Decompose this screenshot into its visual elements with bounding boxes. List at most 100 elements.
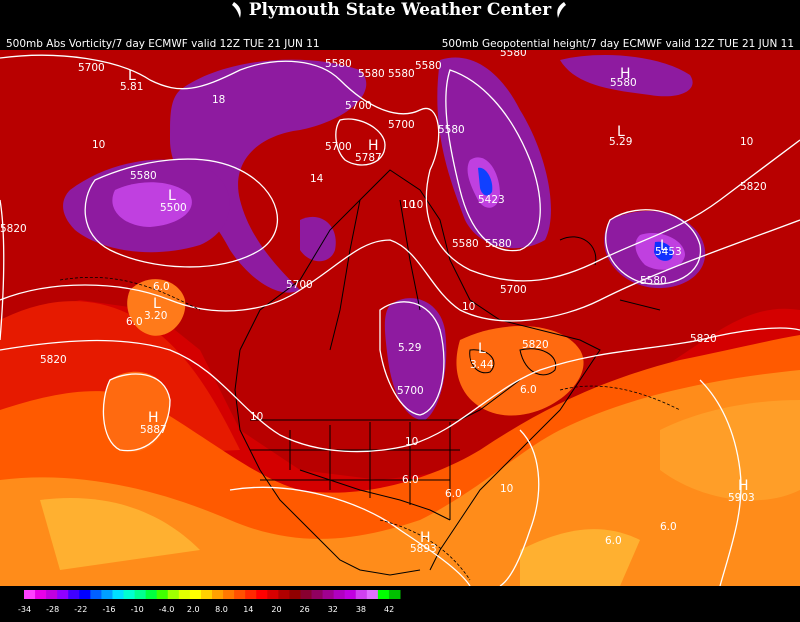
east-canada-coast — [559, 236, 661, 311]
colorbar-swatch — [57, 590, 69, 599]
low-marker-lakes: L — [478, 341, 486, 357]
colorbar-swatch — [377, 590, 390, 599]
vort-label: 6.0 — [660, 521, 677, 533]
colorbar-swatch — [79, 590, 91, 599]
colorbar-tick-label: 42 — [384, 605, 394, 614]
contour-5580-pacific — [84, 158, 279, 268]
vort-label: 10 — [405, 436, 418, 448]
vort-contour-2 — [559, 385, 681, 411]
colorbar-swatch — [234, 590, 246, 599]
vort-label: 6.0 — [153, 281, 170, 293]
high-marker-greenland: H — [620, 66, 631, 82]
height-label: 5700 — [325, 141, 352, 153]
height-label: 5700 — [397, 385, 424, 397]
vort-max-hudson-blue — [478, 167, 493, 196]
low-marker-pacific: L — [168, 188, 176, 204]
height-label: 5820 — [0, 223, 27, 235]
vort-region-yellow-pacific — [40, 498, 200, 570]
great-lakes — [469, 348, 557, 376]
weather-map: H 5787 H 5887 H 5893 H 5903 H L 5.81 L 5… — [0, 50, 800, 586]
colorbar-tick-label: -34 — [18, 605, 31, 614]
vort-label: 6.0 — [126, 316, 143, 328]
logo-left-icon — [232, 2, 241, 18]
political-borders — [234, 169, 661, 576]
colorbar-swatch — [300, 590, 313, 599]
contour-5880-gulf — [499, 429, 540, 586]
colorbar-swatch — [101, 590, 113, 599]
vort-label: 10 — [462, 301, 475, 313]
vort-label: 18 — [212, 94, 225, 106]
center-value-5.29-ne: 5.29 — [609, 136, 632, 148]
height-label: 5580 — [610, 77, 637, 89]
logo-right-icon — [557, 2, 566, 18]
vort-max-lakes — [384, 298, 447, 421]
height-contours — [0, 54, 800, 586]
center-value-5500: 5500 — [160, 202, 187, 214]
height-label: 5700 — [345, 100, 372, 112]
low-marker-northeast: L — [617, 124, 625, 140]
height-label: 5580 — [438, 124, 465, 136]
height-label: 5820 — [522, 339, 549, 351]
height-label: 5580 — [130, 170, 157, 182]
colorbar-tick-label: -10 — [131, 605, 144, 614]
contour-5820 — [0, 327, 800, 453]
colorbar-swatch — [200, 590, 213, 599]
height-label: 5580 — [452, 238, 479, 250]
colorbar-swatch — [267, 590, 279, 599]
vort-max-greenland — [560, 55, 693, 97]
colorbar-swatch — [145, 590, 158, 599]
height-label: 5820 — [740, 181, 767, 193]
us-mexico-border — [299, 469, 451, 521]
contour-5700-north — [0, 54, 800, 282]
west-coast — [234, 349, 421, 576]
vort-label: 10 — [740, 136, 753, 148]
vort-contour-3 — [379, 519, 471, 581]
vort-label: 6.0 — [402, 474, 419, 486]
colorbar-tick-label: 26 — [300, 605, 310, 614]
vort-label: 6.0 — [605, 535, 622, 547]
us-canada-border — [250, 379, 521, 421]
height-label: 5700 — [78, 62, 105, 74]
vort-label: 10 — [410, 199, 423, 211]
colorbar-swatch — [311, 590, 324, 599]
contour-5760-ridge — [335, 118, 386, 166]
colorbar-tick-label: 2.0 — [187, 605, 200, 614]
height-label: 5820 — [690, 333, 717, 345]
colorbar-tick-label: -22 — [74, 605, 87, 614]
height-label: 5580 — [640, 275, 667, 287]
height-label: 5580 — [325, 58, 352, 70]
contour-west-edge — [0, 199, 5, 341]
height-label: 5580 — [358, 68, 385, 80]
colorbar-swatch — [189, 590, 202, 599]
colorbar-swatch — [112, 590, 125, 599]
vort-label: 10 — [92, 139, 105, 151]
contour-5580-hudson — [445, 69, 541, 252]
center-value-3.20: 3.20 — [144, 310, 167, 322]
colorbar-tick-label: -28 — [46, 605, 59, 614]
center-value-3.44: 3.44 — [470, 359, 494, 371]
colorbar-swatch — [178, 590, 191, 599]
colorbar-swatch — [256, 590, 268, 599]
vort-max-pacific-core — [112, 182, 192, 227]
colorbar-swatch — [245, 590, 257, 599]
vort-label: 6.0 — [520, 384, 537, 396]
center-value-5903: 5903 — [728, 492, 755, 504]
colorbar-swatch — [333, 590, 346, 599]
colorbar-tick-label: -16 — [102, 605, 115, 614]
center-value-5887: 5887 — [140, 424, 167, 436]
height-label: 5700 — [286, 279, 313, 291]
contour-5700-lakes — [379, 301, 445, 416]
colorbar-swatch — [322, 590, 335, 599]
vort-max-canada-west — [170, 59, 367, 293]
vort-max-hudson — [437, 57, 551, 249]
center-value-5787: 5787 — [355, 152, 382, 164]
center-value-5453: 5453 — [655, 246, 682, 258]
vort-region-yellow-atlantic — [660, 400, 800, 501]
colorbar-swatch — [212, 590, 224, 599]
colorbar-tick-label: 20 — [271, 605, 281, 614]
vort-label: 10 — [500, 483, 513, 495]
colorbar-swatch — [156, 590, 169, 599]
colorbar-swatch — [46, 590, 58, 599]
contour-5880-pacific-high — [102, 373, 171, 452]
colorbar-swatch — [90, 590, 102, 599]
